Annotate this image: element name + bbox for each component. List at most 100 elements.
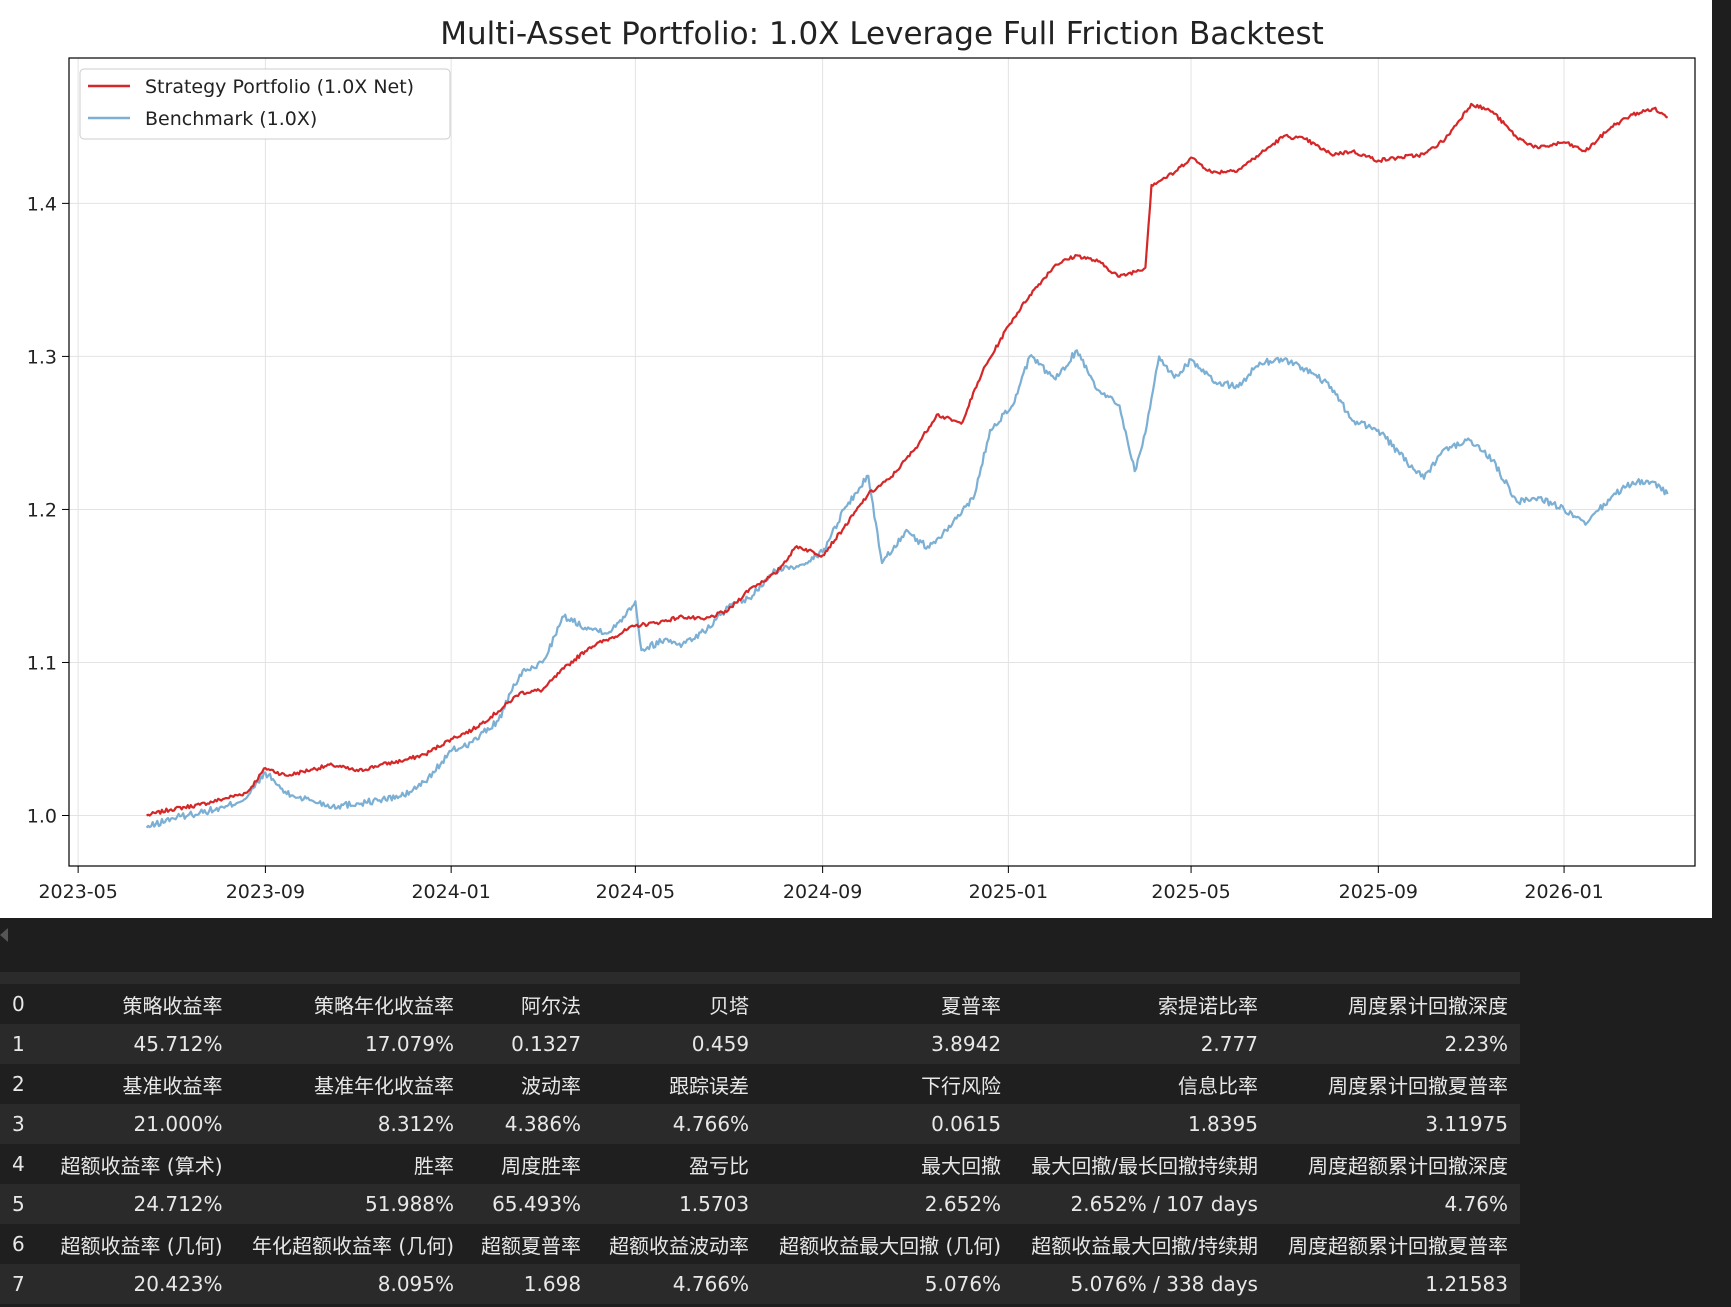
table-cell: 3.8942 xyxy=(761,1024,1014,1064)
table-cell: 21.000% xyxy=(44,1104,235,1144)
x-tick-label: 2026-01 xyxy=(1524,881,1603,903)
row-index: 4 xyxy=(0,1144,44,1184)
x-tick-label: 2025-01 xyxy=(969,881,1048,903)
table-cell: 跟踪误差 xyxy=(593,1064,762,1104)
table-cell: 3.11975 xyxy=(1269,1104,1520,1144)
table-cell: 1.8395 xyxy=(1013,1104,1270,1144)
table-cell: 周度超额累计回撤深度 xyxy=(1269,1144,1520,1184)
table-cell: 20.423% xyxy=(44,1264,235,1304)
table-cell: 周度累计回撤夏普率 xyxy=(1269,1064,1520,1104)
x-tick-label: 2025-09 xyxy=(1339,881,1418,903)
table-row: 1 45.712% 17.079% 0.1327 0.459 3.8942 2.777 2.2… xyxy=(0,1024,1520,1064)
table-cell: 1.698 xyxy=(466,1264,594,1304)
chart-svg: Multi-Asset Portfolio: 1.0X Leverage Ful… xyxy=(27,16,1696,903)
table-cell: 1.21583 xyxy=(1269,1264,1520,1304)
table-row: 5 24.712% 51.988% 65.493% 1.5703 2.652% 2.652%… xyxy=(0,1184,1520,1224)
plot-area-frame xyxy=(68,57,1696,867)
table-cell: 超额收益最大回撤 (几何) xyxy=(761,1224,1014,1264)
x-tick-label: 2023-05 xyxy=(38,881,117,903)
row-index: 2 xyxy=(0,1064,44,1104)
table-cell: 8.095% xyxy=(234,1264,467,1304)
table-cell: 年化超额收益率 (几何) xyxy=(234,1224,467,1264)
table-cell: 4.766% xyxy=(593,1264,762,1304)
table-cell: 基准收益率 xyxy=(44,1064,235,1104)
table-cell: 4.386% xyxy=(466,1104,594,1144)
table-cell: 2.652% xyxy=(761,1184,1014,1224)
table-cell: 策略年化收益率 xyxy=(234,984,467,1024)
table-cell: 超额收益率 (算术) xyxy=(44,1144,235,1184)
table-cell: 0.0615 xyxy=(761,1104,1014,1144)
grid-lines xyxy=(69,58,1695,866)
table-cell: 夏普率 xyxy=(761,984,1014,1024)
table-cell: 2.23% xyxy=(1269,1024,1520,1064)
y-tick-label: 1.1 xyxy=(27,652,57,674)
x-tick-label: 2023-09 xyxy=(226,881,305,903)
table-cell: 周度累计回撤深度 xyxy=(1269,984,1520,1024)
legend-box xyxy=(79,68,451,140)
table-row: 0 策略收益率 策略年化收益率 阿尔法 贝塔 夏普率 索提诺比率 周度累计回撤深度 xyxy=(0,984,1520,1024)
table-cell: 0.459 xyxy=(593,1024,762,1064)
y-tick-label: 1.0 xyxy=(27,806,57,828)
table-cell: 45.712% xyxy=(44,1024,235,1064)
table-cell: 周度超额累计回撤夏普率 xyxy=(1269,1224,1520,1264)
legend: Strategy Portfolio (1.0X Net) Benchmark (… xyxy=(79,68,451,140)
legend-label: Benchmark (1.0X) xyxy=(145,108,317,130)
chart-figure: Multi-Asset Portfolio: 1.0X Leverage Ful… xyxy=(0,0,1712,918)
table-cell: 超额收益波动率 xyxy=(593,1224,762,1264)
table-cell: 超额夏普率 xyxy=(466,1224,594,1264)
table-cell: 最大回撤 xyxy=(761,1144,1014,1184)
row-index: 6 xyxy=(0,1224,44,1264)
table-cell: 基准年化收益率 xyxy=(234,1064,467,1104)
y-tick-label: 1.2 xyxy=(27,499,57,521)
table-row: 6 超额收益率 (几何) 年化超额收益率 (几何) 超额夏普率 超额收益波动率 超额收益最… xyxy=(0,1224,1520,1264)
chart-title: Multi-Asset Portfolio: 1.0X Leverage Ful… xyxy=(440,16,1324,52)
table-cell: 17.079% xyxy=(234,1024,467,1064)
table-row: 3 21.000% 8.312% 4.386% 4.766% 0.0615 1.8395 3.… xyxy=(0,1104,1520,1144)
legend-label: Strategy Portfolio (1.0X Net) xyxy=(145,76,414,98)
table-cell: 2.777 xyxy=(1013,1024,1270,1064)
row-index: 0 xyxy=(0,984,44,1024)
table-cell: 4.76% xyxy=(1269,1184,1520,1224)
table-cell: 最大回撤/最长回撤持续期 xyxy=(1013,1144,1270,1184)
series-line-strategy xyxy=(146,102,1669,817)
table-cell: 65.493% xyxy=(466,1184,594,1224)
row-index: 5 xyxy=(0,1184,44,1224)
table-cell: 周度胜率 xyxy=(466,1144,594,1184)
x-tick-label: 2025-05 xyxy=(1151,881,1230,903)
stats-table: 0 策略收益率 策略年化收益率 阿尔法 贝塔 夏普率 索提诺比率 周度累计回撤深度 1 45.71… xyxy=(0,972,1520,1304)
table-cell: 51.988% xyxy=(234,1184,467,1224)
table-cell: 波动率 xyxy=(466,1064,594,1104)
x-tick-label: 2024-09 xyxy=(783,881,862,903)
table-cell: 5.076% / 338 days xyxy=(1013,1264,1270,1304)
row-index: 3 xyxy=(0,1104,44,1144)
table-cell: 超额收益率 (几何) xyxy=(44,1224,235,1264)
table-cell: 索提诺比率 xyxy=(1013,984,1270,1024)
x-tick-label: 2024-01 xyxy=(411,881,490,903)
y-tick-label: 1.4 xyxy=(27,193,57,215)
table-cell: 24.712% xyxy=(44,1184,235,1224)
scroll-left-icon[interactable] xyxy=(0,928,8,942)
table-cell: 超额收益最大回撤/持续期 xyxy=(1013,1224,1270,1264)
table-cell: 胜率 xyxy=(234,1144,467,1184)
table-cell: 策略收益率 xyxy=(44,984,235,1024)
table-cell: 0.1327 xyxy=(466,1024,594,1064)
table-cell: 8.312% xyxy=(234,1104,467,1144)
table-cell: 1.5703 xyxy=(593,1184,762,1224)
table-cell: 下行风险 xyxy=(761,1064,1014,1104)
axis-ticks: 2023-05 2023-09 2024-01 2024-05 2024-09 2025-… xyxy=(27,193,1604,903)
y-tick-label: 1.3 xyxy=(27,346,57,368)
table-cell: 盈亏比 xyxy=(593,1144,762,1184)
table-cell: 贝塔 xyxy=(593,984,762,1024)
table-cell: 信息比率 xyxy=(1013,1064,1270,1104)
table-cell: 5.076% xyxy=(761,1264,1014,1304)
table-cell: 4.766% xyxy=(593,1104,762,1144)
series-lines xyxy=(145,102,1669,829)
x-tick-label: 2024-05 xyxy=(596,881,675,903)
table-row: 4 超额收益率 (算术) 胜率 周度胜率 盈亏比 最大回撤 最大回撤/最长回撤持续期 周度超额… xyxy=(0,1144,1520,1184)
table-row: 2 基准收益率 基准年化收益率 波动率 跟踪误差 下行风险 信息比率 周度累计回撤夏普率 xyxy=(0,1064,1520,1104)
table-row: 7 20.423% 8.095% 1.698 4.766% 5.076% 5.076% / … xyxy=(0,1264,1520,1304)
table-header-row xyxy=(0,972,1520,984)
row-index: 7 xyxy=(0,1264,44,1304)
row-index: 1 xyxy=(0,1024,44,1064)
table-cell: 阿尔法 xyxy=(466,984,594,1024)
